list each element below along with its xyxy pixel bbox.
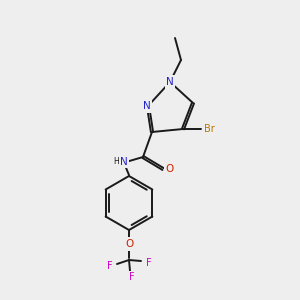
- Text: N: N: [166, 77, 174, 87]
- Text: H: H: [113, 157, 119, 166]
- Text: O: O: [125, 239, 133, 249]
- Text: F: F: [107, 261, 113, 271]
- Text: N: N: [143, 101, 151, 111]
- Text: Br: Br: [204, 124, 214, 134]
- Text: F: F: [146, 258, 152, 268]
- Text: F: F: [129, 272, 135, 282]
- Text: N: N: [120, 157, 128, 167]
- Text: O: O: [166, 164, 174, 174]
